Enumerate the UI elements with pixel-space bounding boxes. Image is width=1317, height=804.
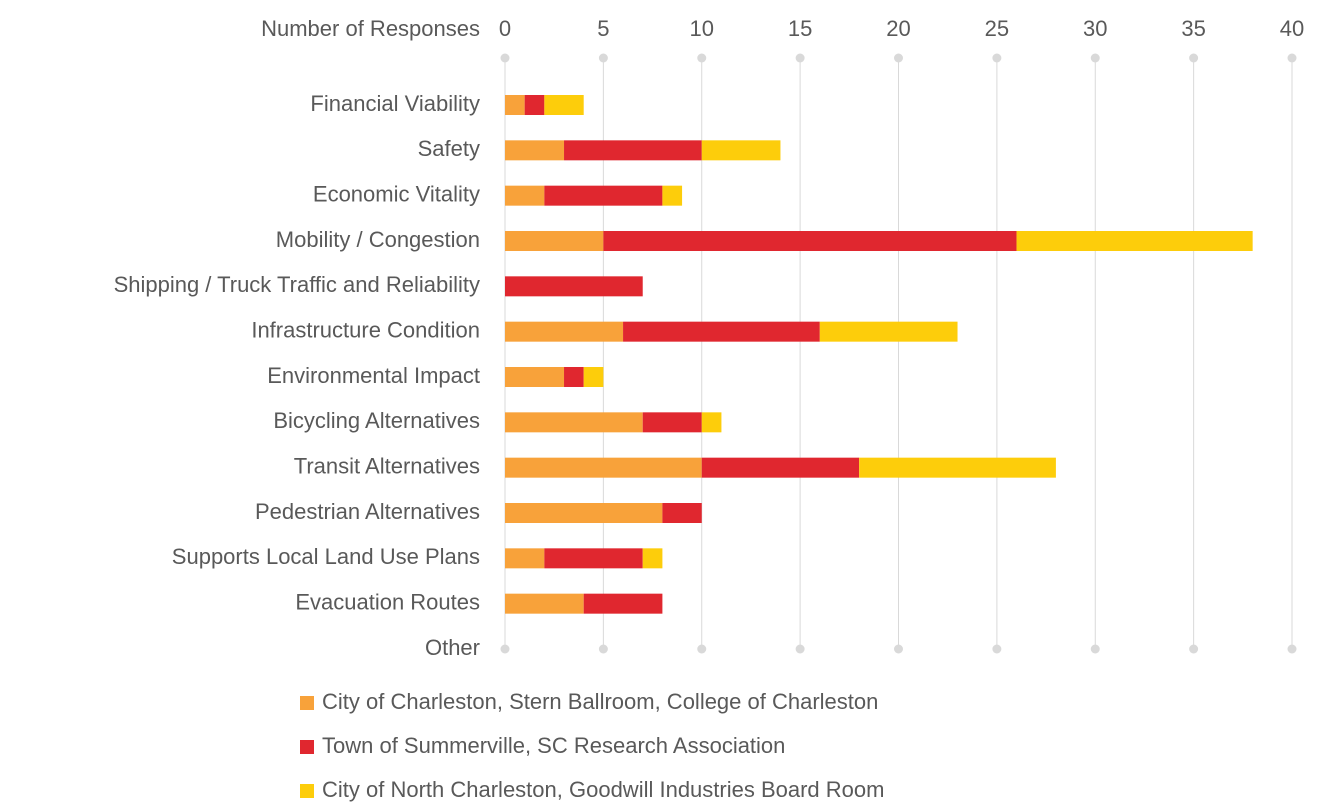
grid-dot bbox=[697, 644, 707, 654]
bar-segment bbox=[642, 412, 702, 433]
legend-swatch bbox=[300, 696, 314, 710]
grid-dot bbox=[500, 644, 510, 654]
y-tick-label: Safety bbox=[418, 136, 480, 161]
y-tick-label: Bicycling Alternatives bbox=[273, 408, 480, 433]
y-tick-label: Mobility / Congestion bbox=[276, 227, 480, 252]
y-tick-label: Supports Local Land Use Plans bbox=[172, 544, 480, 569]
y-tick-label: Evacuation Routes bbox=[295, 589, 480, 614]
y-tick-label: Economic Vitality bbox=[313, 181, 480, 206]
grid-dot bbox=[1189, 53, 1199, 63]
bar-segment bbox=[564, 140, 702, 161]
grid-dot bbox=[1090, 644, 1100, 654]
y-tick-label: Financial Viability bbox=[310, 91, 480, 116]
bar-segment bbox=[505, 593, 584, 614]
bar-segment bbox=[524, 95, 545, 115]
bar-segment bbox=[505, 231, 604, 251]
legend-label: Town of Summerville, SC Research Associa… bbox=[322, 733, 785, 758]
bar-segment bbox=[564, 367, 584, 387]
grid-dot bbox=[1090, 53, 1100, 63]
bar-segment bbox=[505, 95, 525, 115]
x-tick-label: 10 bbox=[690, 16, 714, 41]
bar-segment bbox=[505, 367, 565, 387]
y-tick-label: Transit Alternatives bbox=[294, 453, 480, 478]
grid-dot bbox=[1287, 53, 1297, 63]
axis-title: Number of Responses bbox=[261, 16, 480, 41]
bar-segment bbox=[662, 185, 683, 206]
bar-segment bbox=[701, 140, 781, 161]
grid-dot bbox=[500, 53, 510, 63]
bar-segment bbox=[505, 412, 643, 433]
bar-segment bbox=[1016, 231, 1253, 251]
grid-dot bbox=[598, 53, 608, 63]
y-tick-label: Environmental Impact bbox=[267, 363, 480, 388]
bar-segment bbox=[544, 548, 643, 569]
x-tick-label: 25 bbox=[985, 16, 1009, 41]
grid-dot bbox=[598, 644, 608, 654]
bar-segment bbox=[583, 367, 604, 387]
grid-dot bbox=[894, 53, 903, 63]
bar-segment bbox=[505, 503, 663, 523]
bar-segment bbox=[662, 503, 702, 523]
bar-segment bbox=[505, 548, 545, 569]
legend-label: City of Charleston, Stern Ballroom, Coll… bbox=[322, 689, 878, 714]
bar-segment bbox=[859, 457, 1056, 478]
grid-dot bbox=[1287, 644, 1297, 654]
grid-dot bbox=[1189, 644, 1199, 654]
x-tick-label: 0 bbox=[499, 16, 511, 41]
legend-label: City of North Charleston, Goodwill Indus… bbox=[322, 777, 884, 802]
grid-dot bbox=[795, 644, 805, 654]
y-tick-label: Other bbox=[425, 635, 480, 660]
grid-dot bbox=[992, 53, 1002, 63]
x-tick-label: 15 bbox=[788, 16, 812, 41]
y-tick-label: Infrastructure Condition bbox=[251, 317, 480, 342]
y-tick-label: Shipping / Truck Traffic and Reliability bbox=[114, 272, 480, 297]
bar-segment bbox=[505, 321, 624, 342]
bar-segment bbox=[642, 548, 663, 569]
grid-dot bbox=[992, 644, 1002, 654]
x-tick-label: 40 bbox=[1280, 16, 1304, 41]
x-tick-label: 5 bbox=[597, 16, 609, 41]
bar-segment bbox=[583, 593, 663, 614]
grid-dot bbox=[894, 644, 903, 654]
bar-segment bbox=[505, 140, 565, 161]
legend-swatch bbox=[300, 740, 314, 754]
x-tick-label: 35 bbox=[1181, 16, 1205, 41]
grid-dot bbox=[697, 53, 707, 63]
bar-segment bbox=[505, 457, 702, 478]
bar-segment bbox=[819, 321, 958, 342]
legend-swatch bbox=[300, 784, 314, 798]
bar-segment bbox=[505, 276, 643, 297]
x-tick-label: 30 bbox=[1083, 16, 1107, 41]
bar-segment bbox=[544, 185, 663, 206]
bar-segment bbox=[701, 457, 860, 478]
bar-segment bbox=[505, 185, 545, 206]
bar-segment bbox=[623, 321, 820, 342]
bar-segment bbox=[701, 412, 722, 433]
bar-segment bbox=[544, 95, 584, 115]
y-tick-label: Pedestrian Alternatives bbox=[255, 499, 480, 524]
x-tick-label: 20 bbox=[886, 16, 910, 41]
bar-segment bbox=[603, 231, 1017, 251]
grid-dot bbox=[795, 53, 805, 63]
